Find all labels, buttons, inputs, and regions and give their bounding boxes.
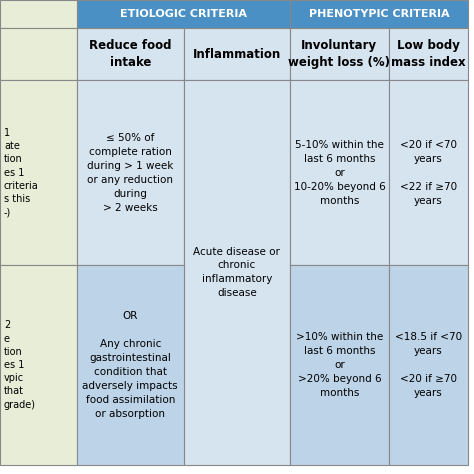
Text: Inflammation: Inflammation	[192, 47, 281, 61]
Text: <18.5 if <70
years

<20 if ≥70
years: <18.5 if <70 years <20 if ≥70 years	[395, 332, 462, 398]
Bar	[77, 80, 183, 265]
Bar	[183, 28, 290, 80]
Bar	[0, 80, 77, 265]
Text: Low body
mass index: Low body mass index	[391, 39, 465, 69]
Bar	[290, 28, 389, 80]
Text: Acute disease or
chronic
inflammatory
disease: Acute disease or chronic inflammatory di…	[193, 246, 280, 299]
Bar	[183, 80, 290, 465]
Bar	[389, 265, 468, 465]
Bar	[0, 28, 77, 80]
Bar	[389, 80, 468, 265]
Text: Reduce food
intake: Reduce food intake	[89, 39, 172, 69]
Text: OR

Any chronic
gastrointestinal
condition that
adversely impacts
food assimilat: OR Any chronic gastrointestinal conditio…	[82, 311, 178, 419]
Text: Involuntary
weight loss (%): Involuntary weight loss (%)	[288, 39, 391, 69]
Bar	[0, 0, 77, 28]
Bar	[77, 28, 183, 80]
Bar	[389, 28, 468, 80]
Bar	[77, 0, 290, 28]
Bar	[77, 265, 183, 465]
Text: PHENOTYPIC CRITERIA: PHENOTYPIC CRITERIA	[309, 9, 449, 19]
Text: 1
ate
tion
es 1
criteria
s this
-): 1 ate tion es 1 criteria s this -)	[4, 128, 39, 217]
Text: >10% within the
last 6 months
or
>20% beyond 6
months: >10% within the last 6 months or >20% be…	[296, 332, 383, 398]
Text: 5-10% within the
last 6 months
or
10-20% beyond 6
months: 5-10% within the last 6 months or 10-20%…	[293, 139, 385, 206]
Bar	[290, 80, 389, 265]
Text: ≤ 50% of
complete ration
during > 1 week
or any reduction
during
> 2 weeks: ≤ 50% of complete ration during > 1 week…	[87, 133, 173, 212]
Text: <20 if <70
years

<22 if ≥70
years: <20 if <70 years <22 if ≥70 years	[400, 139, 457, 206]
Bar	[290, 0, 468, 28]
Text: ETIOLOGIC CRITERIA: ETIOLOGIC CRITERIA	[120, 9, 247, 19]
Bar	[290, 265, 389, 465]
Bar	[0, 265, 77, 465]
Text: 2
e
tion
es 1
vpic
that
grade): 2 e tion es 1 vpic that grade)	[4, 320, 36, 410]
